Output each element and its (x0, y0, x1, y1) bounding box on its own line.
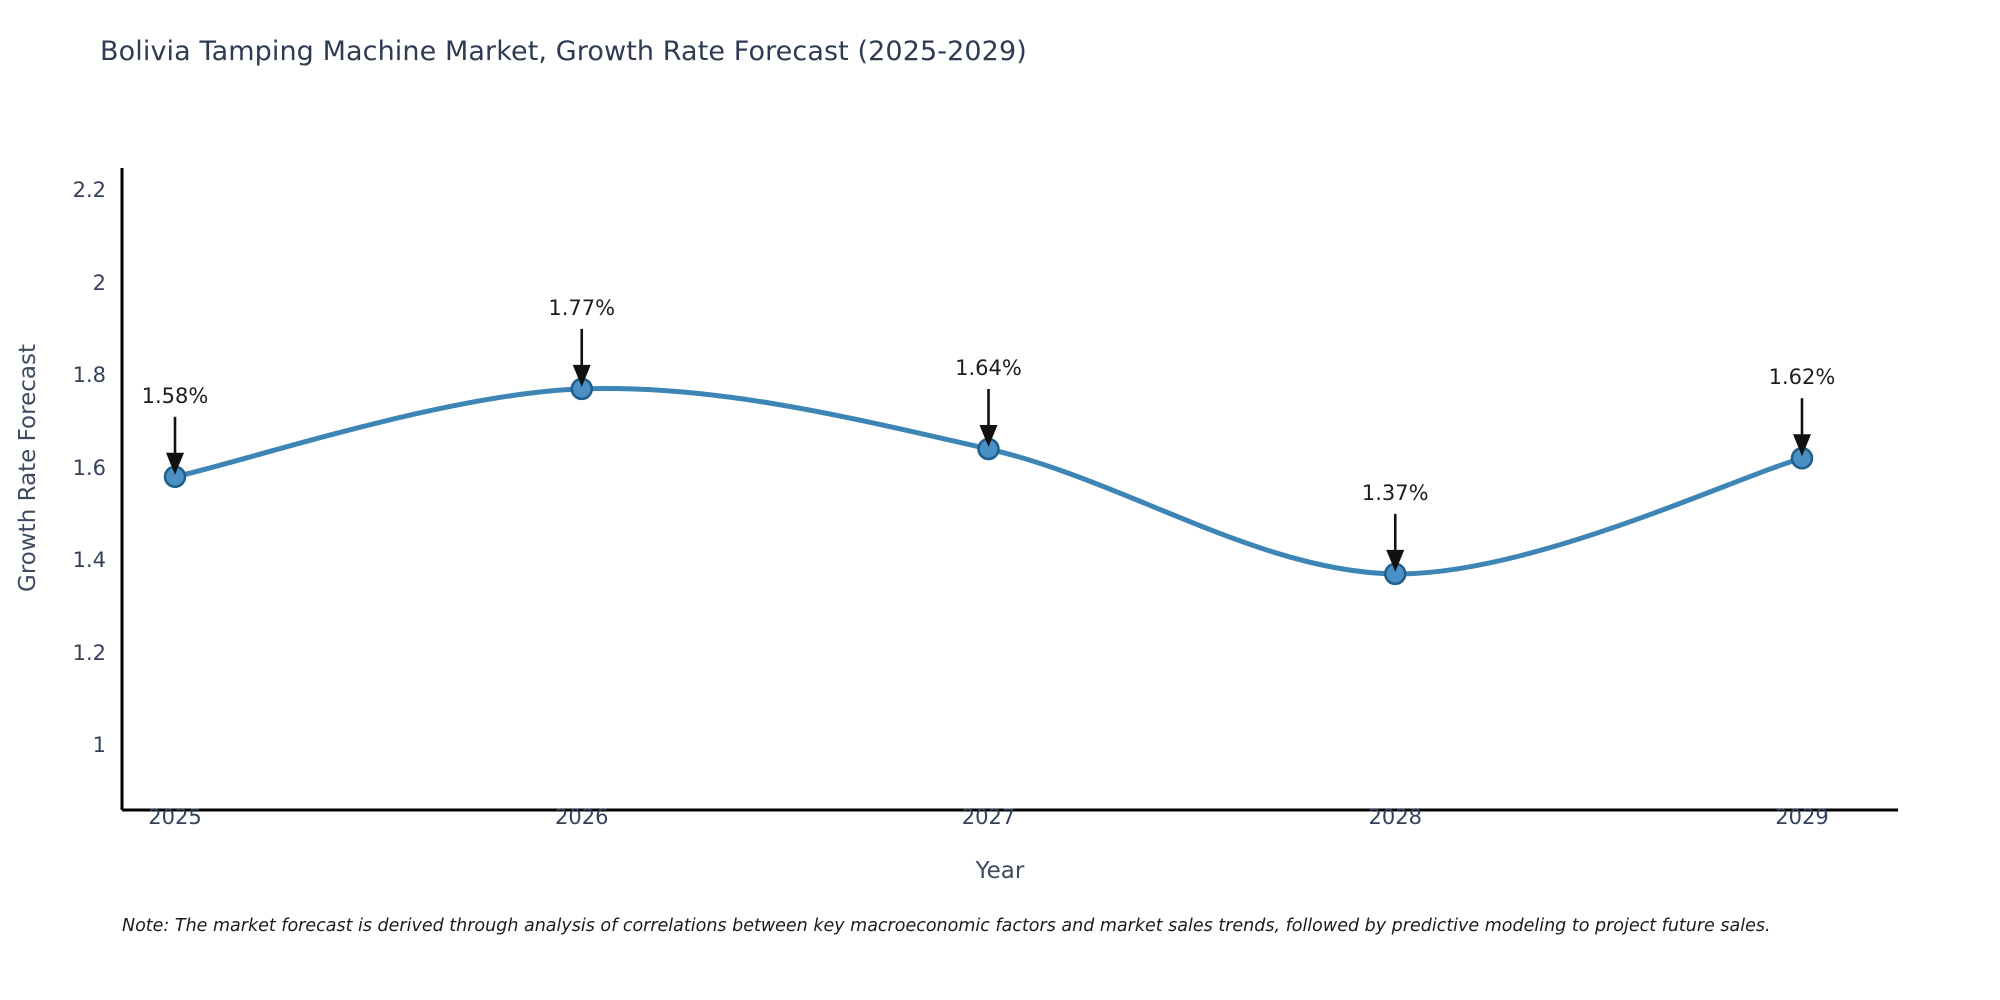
annotation-arrow-head (166, 452, 184, 475)
data-value-label: 1.58% (141, 383, 209, 408)
x-axis-title: Year (975, 858, 1025, 884)
y-axis-tick-label: 1.2 (72, 640, 106, 665)
y-axis-tick-label: 1.8 (72, 363, 106, 387)
footnote-note: Note: The market forecast is derived thr… (122, 916, 1771, 936)
chart-title: Bolivia Tamping Machine Market, Growth R… (100, 36, 1027, 67)
y-axis-tick-label: 1.4 (72, 548, 106, 572)
data-value-label: 1.64% (955, 356, 1022, 380)
annotation-arrows (166, 328, 1811, 572)
data-value-label: 1.37% (1361, 480, 1429, 505)
annotation-arrow-head (1793, 434, 1811, 457)
x-axis-tick-label: 2026 (555, 805, 609, 829)
y-axis-tick-label: 1 (92, 733, 106, 757)
x-axis-tick-label: 2025 (148, 805, 202, 829)
annotation-arrow-head (979, 425, 998, 447)
data-value-label: 1.77% (548, 295, 616, 320)
axis-lines (120, 168, 1898, 812)
data-value-label: 1.62% (1768, 365, 1836, 390)
annotation-arrow-head (572, 364, 591, 387)
x-axis-tick-label: 2027 (961, 805, 1016, 829)
x-axis-tick-label: 2029 (1775, 805, 1829, 829)
y-axis-tick-label: 2 (92, 270, 106, 295)
data-point-markers (163, 377, 1814, 586)
annotation-arrow-head (1386, 549, 1405, 572)
x-axis-tick-label: 2028 (1368, 805, 1422, 829)
y-axis-tick-label: 2.2 (72, 178, 106, 202)
y-axis-tick-label: 1.6 (72, 455, 106, 480)
